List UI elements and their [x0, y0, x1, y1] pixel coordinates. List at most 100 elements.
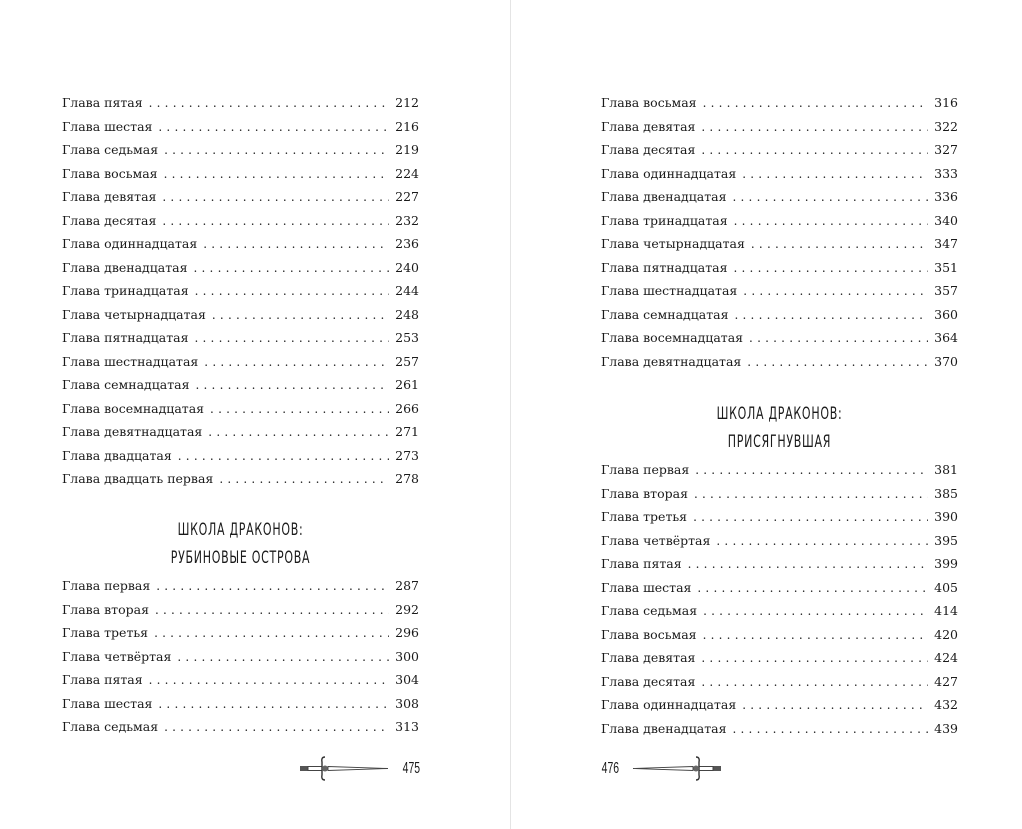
chapter-title: Глава семнадцатая — [62, 377, 190, 392]
dot-leader — [743, 284, 928, 298]
chapter-title: Глава двенадцатая — [601, 189, 727, 204]
dot-leader — [156, 579, 389, 593]
toc-entry: Глава девятнадцатая 271 — [62, 424, 419, 448]
dot-leader — [219, 472, 389, 486]
dagger-icon — [632, 756, 721, 781]
chapter-title: Глава пятая — [601, 556, 682, 571]
chapter-title: Глава восьмая — [601, 95, 697, 110]
section-heading-line: ШКОЛА ДРАКОНОВ: — [716, 404, 843, 424]
chapter-page-number: 253 — [395, 330, 419, 345]
toc-entry: Глава шестая 216 — [62, 119, 419, 143]
dot-leader — [701, 651, 928, 665]
chapter-page-number: 224 — [395, 165, 419, 181]
chapter-page-number: 240 — [395, 259, 419, 275]
chapter-page-number: 381 — [934, 462, 958, 477]
chapter-page-number: 439 — [934, 720, 958, 736]
chapter-page-number: 216 — [395, 118, 419, 134]
toc-entry: Глава шестая 308 — [62, 696, 419, 720]
toc-entry: Глава десятая 427 — [601, 674, 958, 698]
toc-entry: Глава двадцать первая 278 — [62, 471, 419, 495]
dot-leader — [742, 167, 928, 181]
toc-entry: Глава четвёртая 395 — [601, 533, 958, 557]
dot-leader — [164, 720, 389, 734]
chapter-title: Глава двадцать первая — [62, 471, 214, 486]
chapter-title: Глава шестая — [62, 118, 153, 134]
chapter-title: Глава седьмая — [62, 719, 159, 734]
toc-entry: Глава восьмая 420 — [601, 627, 958, 651]
section-heading: ШКОЛА ДРАКОНОВ: ПРИСЯГНУВШАЯ — [651, 400, 908, 456]
dot-leader — [203, 237, 389, 251]
toc-entry: Глава пятнадцатая 351 — [601, 260, 958, 284]
chapter-page-number: 340 — [934, 212, 958, 228]
dot-leader — [693, 510, 928, 524]
chapter-page-number: 236 — [395, 236, 419, 251]
toc-entry: Глава двенадцатая 240 — [62, 260, 419, 284]
dot-leader — [734, 308, 928, 322]
dot-leader — [701, 120, 928, 134]
toc-entry: Глава семнадцатая 360 — [601, 307, 958, 331]
toc-entry: Глава шестая 405 — [601, 580, 958, 604]
chapter-title: Глава пятнадцатая — [62, 330, 189, 345]
chapter-page-number: 227 — [395, 189, 419, 204]
toc-entry: Глава вторая 385 — [601, 486, 958, 510]
toc-entry: Глава одиннадцатая 236 — [62, 236, 419, 260]
chapter-title: Глава семнадцатая — [601, 306, 729, 322]
chapter-title: Глава третья — [601, 509, 688, 524]
dot-leader — [734, 261, 929, 275]
dot-leader — [703, 628, 929, 642]
chapter-title: Глава четырнадцатая — [62, 306, 206, 322]
dot-leader — [734, 214, 929, 228]
section-heading: ШКОЛА ДРАКОНОВ: РУБИНОВЫЕ ОСТРОВА — [112, 516, 369, 572]
chapter-page-number: 357 — [934, 283, 958, 298]
toc-entry: Глава девятая 424 — [601, 650, 958, 674]
chapter-title: Глава десятая — [601, 142, 696, 157]
toc-entry: Глава семнадцатая 261 — [62, 377, 419, 401]
chapter-title: Глава пятая — [62, 672, 143, 687]
toc-entry: Глава восемнадцатая 266 — [62, 401, 419, 425]
chapter-page-number: 336 — [934, 189, 958, 204]
toc-entry: Глава двадцатая 273 — [62, 448, 419, 472]
chapter-page-number: 257 — [395, 353, 419, 369]
toc-entry: Глава девятая 227 — [62, 189, 419, 213]
toc-list-top: Глава пятая 212 Глава шестая 216 Глава седьм… — [62, 95, 419, 495]
toc-entry: Глава пятая 399 — [601, 556, 958, 580]
chapter-page-number: 424 — [934, 650, 958, 665]
toc-entry: Глава шестнадцатая 257 — [62, 354, 419, 378]
dot-leader — [212, 308, 389, 322]
dot-leader — [716, 534, 928, 548]
toc-entry: Глава пятнадцатая 253 — [62, 330, 419, 354]
chapter-title: Глава первая — [601, 462, 690, 477]
dot-leader — [733, 722, 929, 736]
toc-entry: Глава четвёртая 300 — [62, 649, 419, 673]
dot-leader — [162, 190, 389, 204]
dot-leader — [751, 237, 928, 251]
toc-entry: Глава вторая 292 — [62, 602, 419, 626]
toc-entry: Глава десятая 232 — [62, 213, 419, 237]
dot-leader — [703, 604, 928, 618]
dot-leader — [177, 650, 389, 664]
chapter-title: Глава шестнадцатая — [601, 283, 738, 298]
chapter-page-number: 399 — [934, 556, 958, 571]
chapter-title: Глава восьмая — [62, 165, 158, 181]
chapter-page-number: 405 — [934, 579, 958, 595]
toc-entry: Глава шестнадцатая 357 — [601, 283, 958, 307]
chapter-title: Глава пятая — [62, 95, 143, 110]
dot-leader — [149, 673, 390, 687]
chapter-title: Глава первая — [62, 578, 151, 593]
toc-entry: Глава двенадцатая 336 — [601, 189, 958, 213]
chapter-title: Глава девятая — [601, 118, 696, 134]
dot-leader — [155, 603, 389, 617]
dot-leader — [694, 487, 928, 501]
toc-entry: Глава пятая 304 — [62, 672, 419, 696]
toc-entry: Глава седьмая 313 — [62, 719, 419, 743]
dot-leader — [749, 331, 928, 345]
chapter-page-number: 316 — [934, 95, 958, 110]
toc-entry: Глава тринадцатая 340 — [601, 213, 958, 237]
toc-entry: Глава седьмая 219 — [62, 142, 419, 166]
toc-entry: Глава четырнадцатая 248 — [62, 307, 419, 331]
chapter-page-number: 395 — [934, 532, 958, 548]
chapter-page-number: 287 — [395, 578, 419, 593]
chapter-page-number: 347 — [934, 236, 958, 251]
toc-entry: Глава первая 381 — [601, 462, 958, 486]
chapter-page-number: 313 — [395, 719, 419, 734]
